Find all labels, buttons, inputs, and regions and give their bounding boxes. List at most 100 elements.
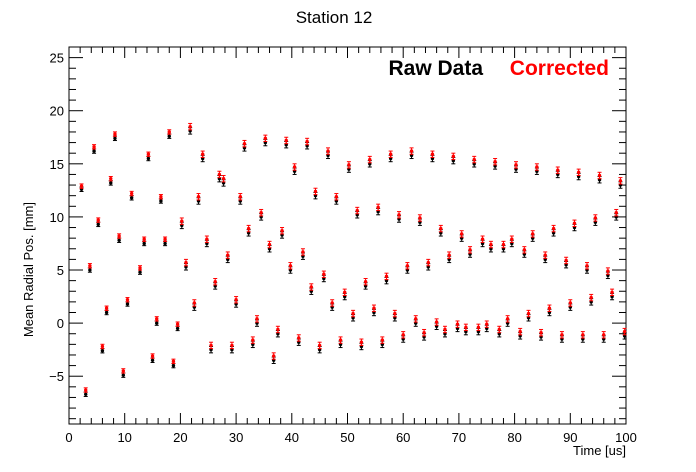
data-point [301, 250, 305, 254]
y-tick-label: 25 [50, 51, 64, 66]
data-point [351, 311, 355, 316]
data-point [104, 306, 109, 310]
data-point [292, 165, 297, 169]
data-point [501, 242, 506, 247]
data-point [610, 290, 614, 295]
data-point [255, 317, 259, 321]
data-point [489, 242, 493, 247]
data-point [79, 184, 84, 188]
data-point [142, 241, 146, 246]
data-point [622, 329, 627, 334]
data-point [271, 354, 276, 358]
y-tick-label: 15 [50, 157, 64, 172]
data-point [142, 237, 146, 241]
data-point [230, 343, 234, 348]
data-point [309, 285, 313, 289]
data-point [138, 270, 142, 274]
data-point [430, 152, 435, 156]
data-point [159, 199, 163, 203]
data-point [547, 306, 552, 310]
data-point [84, 392, 88, 396]
data-point [109, 181, 113, 185]
data-point [200, 152, 205, 156]
data-point [280, 229, 284, 233]
data-point [585, 264, 589, 268]
data-point [426, 260, 430, 265]
data-point [376, 205, 380, 210]
data-point [443, 327, 447, 332]
data-point [92, 145, 96, 149]
data-point [150, 354, 155, 358]
data-point [522, 248, 527, 252]
data-point [388, 152, 393, 156]
data-point [539, 330, 543, 335]
data-point [556, 168, 560, 172]
data-point [104, 310, 109, 315]
data-point [100, 344, 105, 349]
data-point [117, 234, 121, 238]
data-point [393, 311, 397, 316]
data-point [155, 317, 159, 321]
data-point [347, 163, 351, 167]
x-tick-label: 0 [65, 430, 72, 445]
data-point [434, 320, 439, 324]
data-point [88, 264, 92, 268]
data-point [109, 176, 113, 181]
data-point [163, 237, 167, 241]
data-point [217, 172, 222, 177]
data-point [455, 322, 460, 326]
data-point [155, 321, 159, 325]
x-tick-label: 10 [117, 430, 131, 445]
data-point [476, 325, 481, 330]
data-point [88, 268, 92, 272]
plot-frame [68, 46, 627, 425]
data-point [117, 238, 121, 242]
data-point [159, 195, 163, 199]
data-point [171, 359, 176, 364]
legend-raw-data: Raw Data [388, 57, 483, 80]
x-tick-label: 70 [452, 430, 466, 445]
data-point [397, 213, 401, 217]
data-point [246, 226, 251, 231]
x-tick-label: 100 [615, 430, 637, 445]
data-point [175, 322, 180, 326]
data-point [581, 333, 585, 337]
data-point [209, 343, 213, 348]
data-point [518, 329, 522, 334]
x-tick-label: 30 [229, 430, 243, 445]
data-point [317, 343, 322, 348]
data-point [485, 322, 489, 326]
data-points [79, 122, 627, 397]
data-point [568, 301, 572, 305]
x-tick-label: 60 [396, 430, 410, 445]
data-point [560, 333, 564, 337]
x-tick-label: 50 [340, 430, 354, 445]
x-tick-label: 80 [507, 430, 521, 445]
x-tick-label: 20 [173, 430, 187, 445]
data-point [263, 136, 268, 141]
data-point [251, 338, 255, 342]
data-point [531, 232, 535, 236]
y-tick-label: 0 [57, 316, 64, 331]
data-point [259, 210, 263, 215]
data-point [472, 157, 476, 162]
data-point [359, 340, 364, 344]
data-point [175, 326, 180, 331]
y-axis-label: Mean Radial Pos. [mm] [21, 202, 36, 337]
data-point [213, 279, 217, 284]
data-point [146, 156, 151, 161]
data-point [238, 195, 242, 199]
data-point [593, 216, 598, 220]
data-point [205, 237, 209, 241]
data-point [363, 279, 368, 284]
data-point [543, 253, 547, 257]
y-tick-label: −5 [49, 369, 64, 384]
data-point [242, 141, 247, 146]
x-axis-label: Time [us] [573, 443, 626, 458]
data-point [326, 149, 330, 153]
data-point [305, 139, 309, 144]
data-point [284, 138, 288, 143]
data-point [418, 216, 422, 220]
data-point [564, 258, 568, 263]
series-corrected [79, 122, 627, 393]
